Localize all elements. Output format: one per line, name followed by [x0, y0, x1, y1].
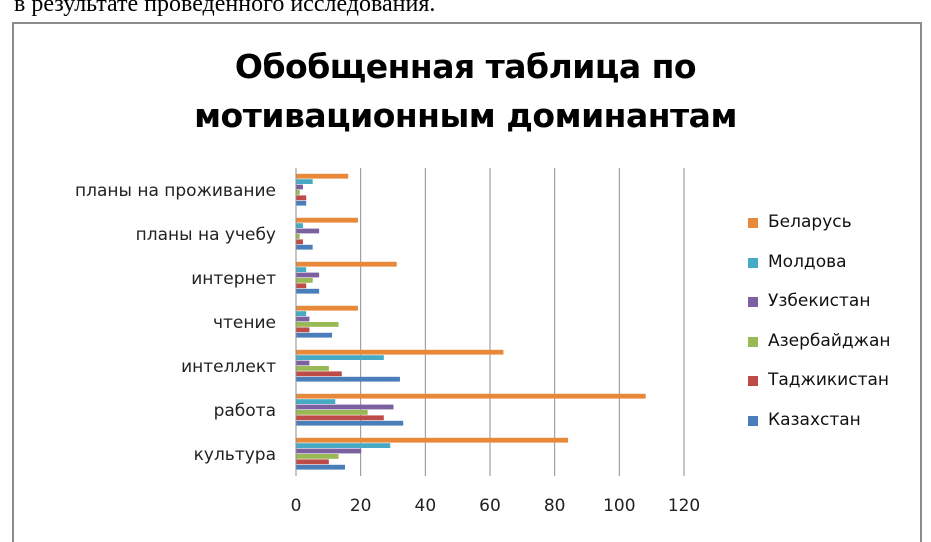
- bar-Узбекистан-чтение: [296, 316, 310, 322]
- bar-Беларусь-планы на учебу: [296, 217, 358, 223]
- bar-Казахстан-планы на проживание: [296, 200, 307, 206]
- legend-swatch: [748, 376, 758, 386]
- chart-title: Обобщенная таблица по мотивационным доми…: [0, 42, 931, 140]
- legend-label: Беларусь: [768, 212, 852, 232]
- y-tick-label: интеллект: [181, 357, 276, 377]
- bar-Таджикистан-культура: [296, 459, 329, 465]
- legend-item: Таджикистан: [748, 370, 923, 390]
- legend-label: Узбекистан: [768, 291, 871, 311]
- bar-Узбекистан-интеллект: [296, 360, 310, 366]
- legend-item: Азербайджан: [748, 331, 923, 351]
- bar-Беларусь-культура: [296, 437, 569, 443]
- bar-Казахстан-культура: [296, 464, 345, 470]
- bar-Таджикистан-интеллект: [296, 371, 342, 377]
- bar-Азербайджан-планы на проживание: [296, 190, 300, 195]
- legend-item: Молдова: [748, 252, 923, 272]
- bar-Казахстан-планы на учебу: [296, 244, 313, 250]
- bar-Казахстан-интеллект: [296, 376, 400, 382]
- chart-title-line-2: мотивационным доминантам: [194, 96, 737, 135]
- legend-label: Таджикистан: [768, 370, 890, 390]
- bar-Казахстан-интернет: [296, 288, 320, 294]
- x-tick-label-60: 60: [479, 496, 501, 516]
- legend-label: Азербайджан: [768, 330, 891, 351]
- bar-Таджикистан-чтение: [296, 327, 310, 333]
- bar-Казахстан-работа: [296, 420, 404, 426]
- bar-Молдова-работа: [296, 399, 336, 404]
- bar-Узбекистан-планы на учебу: [296, 228, 320, 234]
- bar-chart: 0 20 40 60 80 100 120 культура работа интеллект чт…: [75, 168, 700, 516]
- bar-Молдова-планы на проживание: [296, 179, 313, 184]
- bar-Азербайджан-работа: [296, 410, 368, 415]
- legend-swatch: [748, 297, 758, 307]
- bar-Узбекистан-культура: [296, 448, 362, 454]
- legend-swatch: [748, 257, 758, 268]
- chart-legend: Беларусь Молдова Узбекистан Азербайджан Тадж…: [748, 212, 923, 449]
- x-tick-label-0: 0: [291, 496, 302, 516]
- legend-item: Беларусь: [748, 212, 923, 232]
- bar-Узбекистан-планы на проживание: [296, 184, 303, 190]
- bar-Беларусь-планы на проживание: [296, 173, 349, 179]
- bar-Молдова-интеллект: [296, 355, 384, 360]
- legend-item: Узбекистан: [748, 291, 923, 311]
- y-tick-label: планы на учебу: [136, 225, 276, 245]
- y-tick-label: чтение: [213, 313, 276, 333]
- chart-title-line-1: Обобщенная таблица по: [234, 47, 697, 86]
- bar-Таджикистан-планы на проживание: [296, 195, 307, 201]
- x-tick-label-20: 20: [350, 496, 372, 516]
- bar-Азербайджан-интеллект: [296, 366, 329, 371]
- legend-swatch: [748, 336, 758, 347]
- bar-Беларусь-чтение: [296, 305, 358, 311]
- y-tick-label: культура: [194, 445, 276, 465]
- bar-Азербайджан-планы на учебу: [296, 234, 300, 239]
- legend-swatch: [748, 415, 758, 426]
- bar-Таджикистан-планы на учебу: [296, 239, 303, 245]
- bar-Беларусь-интеллект: [296, 349, 504, 355]
- bar-Узбекистан-интернет: [296, 272, 320, 278]
- chart-frame: [12, 22, 922, 542]
- bar-Молдова-планы на учебу: [296, 223, 303, 228]
- bar-Беларусь-работа: [296, 393, 646, 399]
- x-tick-label-120: 120: [668, 496, 700, 516]
- bar-Таджикистан-интернет: [296, 283, 307, 289]
- x-tick-label-100: 100: [603, 496, 635, 516]
- bar-Азербайджан-чтение: [296, 322, 339, 327]
- bar-Азербайджан-интернет: [296, 278, 313, 283]
- legend-swatch: [748, 218, 758, 228]
- bar-Молдова-чтение: [296, 311, 307, 316]
- y-tick-label: работа: [214, 401, 276, 421]
- legend-item: Казахстан: [748, 410, 923, 430]
- bar-Узбекистан-работа: [296, 404, 394, 410]
- bar-Молдова-культура: [296, 443, 391, 448]
- bar-Казахстан-чтение: [296, 332, 333, 338]
- y-tick-label: планы на проживание: [75, 181, 276, 201]
- legend-label: Молдова: [768, 251, 847, 272]
- x-tick-label-40: 40: [415, 496, 437, 516]
- y-tick-label: интернет: [191, 269, 276, 289]
- bar-Беларусь-интернет: [296, 261, 397, 267]
- bar-Молдова-интернет: [296, 267, 307, 272]
- page-text-above-chart: в результате проведенного исследования.: [14, 0, 436, 17]
- legend-label: Казахстан: [768, 409, 861, 430]
- bar-Таджикистан-работа: [296, 415, 384, 421]
- x-tick-label-80: 80: [544, 496, 566, 516]
- bar-Азербайджан-культура: [296, 454, 339, 459]
